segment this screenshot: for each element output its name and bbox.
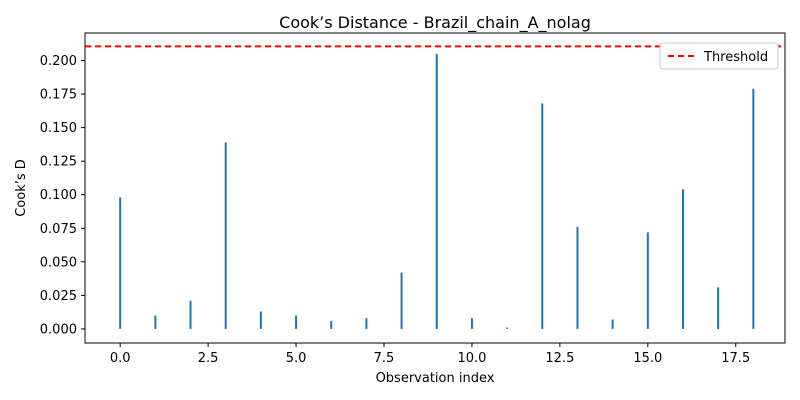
- plot-frame: [84, 32, 786, 344]
- legend: Threshold: [659, 42, 779, 70]
- y-tick-label: 0.200: [40, 54, 77, 69]
- bar-4: [259, 311, 262, 329]
- y-tick-label: 0.050: [40, 255, 77, 270]
- bar-6: [330, 320, 333, 329]
- x-tick-label: 5.0: [286, 351, 307, 366]
- y-axis-label: Cook’s D: [14, 159, 29, 217]
- y-tick-label: 0.100: [40, 188, 77, 203]
- chart-title: Cook’s Distance - Brazil_chain_A_nolag: [279, 13, 591, 33]
- bar-14: [611, 319, 614, 329]
- x-tick-label: 0.0: [110, 351, 131, 366]
- y-tick-label: 0.175: [40, 88, 77, 103]
- bar-16: [681, 189, 684, 329]
- bar-18: [752, 88, 755, 329]
- x-tick-label: 15.0: [633, 351, 662, 366]
- bar-13: [576, 226, 579, 329]
- bar-12: [541, 103, 544, 329]
- bar-5: [295, 315, 298, 329]
- legend-box: [659, 42, 779, 70]
- bars-group: [119, 53, 755, 329]
- bar-0: [119, 197, 122, 329]
- bar-15: [646, 232, 649, 329]
- y-tick-label: 0.025: [40, 289, 77, 304]
- x-tick-label: 7.5: [374, 351, 395, 366]
- bar-7: [365, 318, 368, 329]
- bar-1: [154, 315, 157, 329]
- x-tick-label: 2.5: [198, 351, 219, 366]
- bar-11: [506, 327, 509, 329]
- x-axis-ticks: 0.0 2.5 5.0 7.5 10.0 12.5 15.0 17.5: [110, 343, 750, 366]
- x-tick-label: 17.5: [721, 351, 750, 366]
- bar-3: [224, 142, 227, 329]
- x-tick-label: 12.5: [545, 351, 574, 366]
- x-tick-label: 10.0: [457, 351, 486, 366]
- legend-threshold-label: Threshold: [703, 50, 768, 65]
- x-axis-label: Observation index: [376, 371, 495, 386]
- bar-2: [189, 300, 192, 329]
- bar-17: [717, 287, 720, 329]
- y-axis-ticks: 0.000 0.025 0.050 0.075 0.100 0.125 0.150 0.175…: [40, 54, 85, 337]
- y-tick-label: 0.150: [40, 121, 77, 136]
- y-tick-label: 0.000: [40, 322, 77, 337]
- y-tick-label: 0.075: [40, 222, 77, 237]
- bar-8: [400, 272, 403, 329]
- bar-10: [470, 318, 473, 329]
- y-tick-label: 0.125: [40, 155, 77, 170]
- bar-9: [435, 53, 438, 329]
